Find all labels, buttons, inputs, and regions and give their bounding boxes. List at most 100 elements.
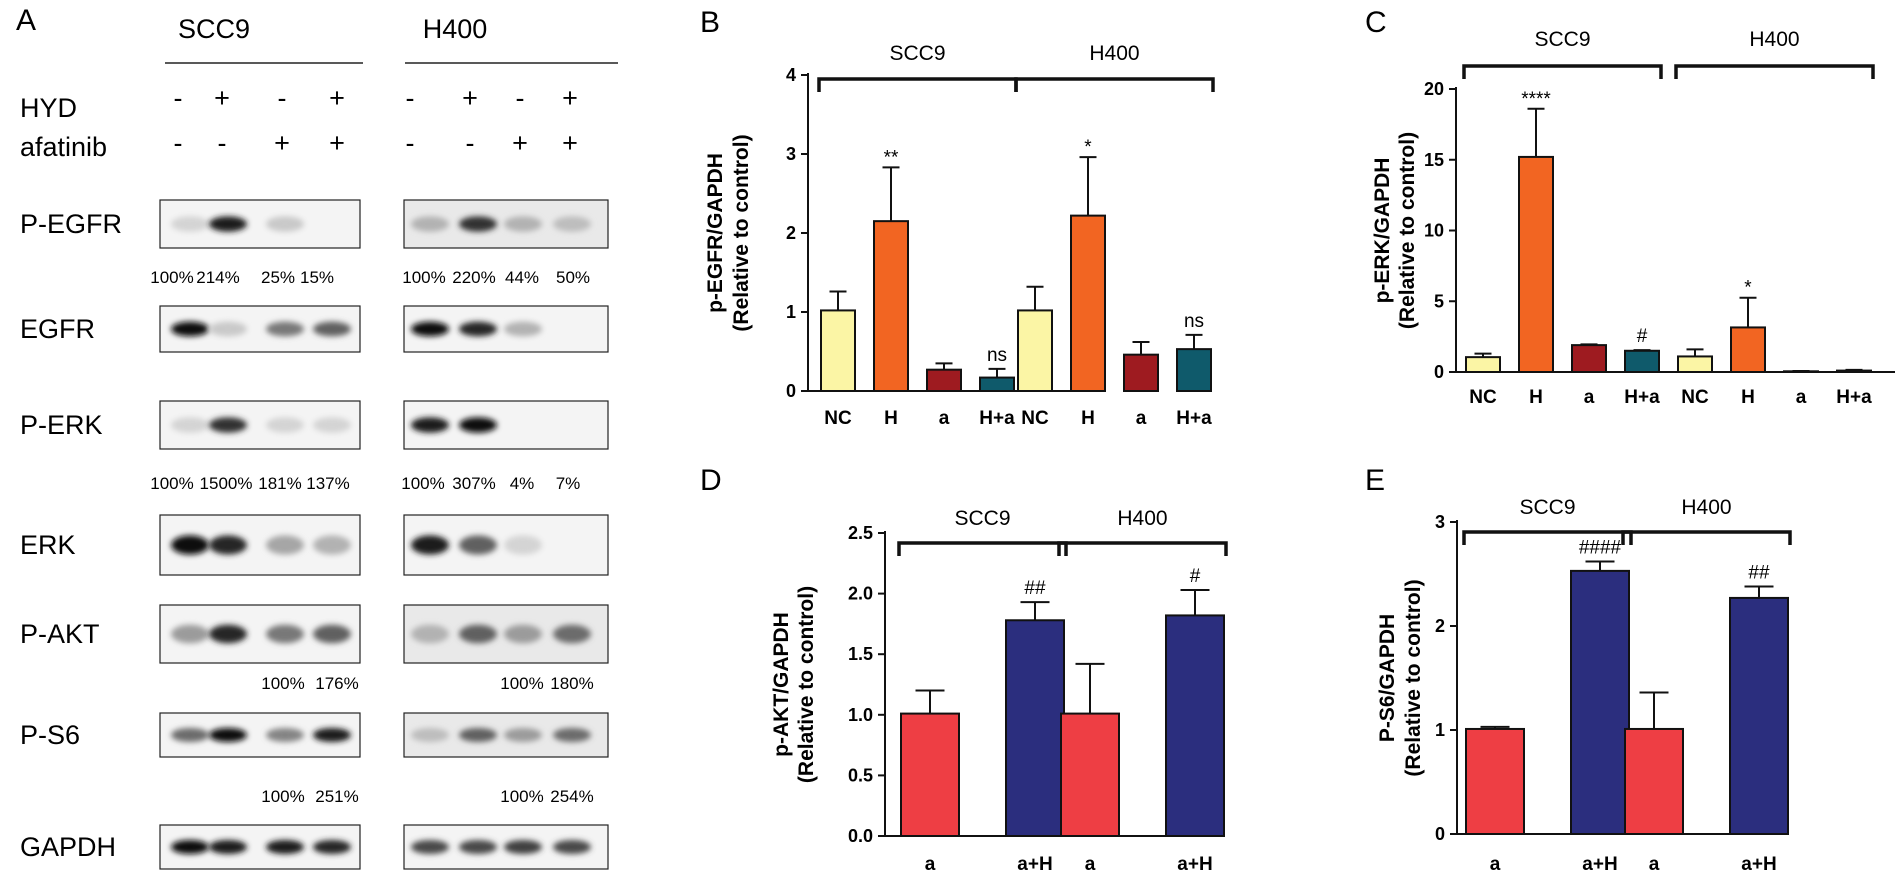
quant-percent: 100% <box>500 787 543 806</box>
protein-band <box>313 321 351 337</box>
quant-percent: 251% <box>315 787 358 806</box>
western-blot-panel: A SCC9 H400 HYD - + - + - + - + afatinib - - + + - - + + P-EG… <box>16 4 618 870</box>
panel-letter-a: A <box>16 4 36 37</box>
x-category-label: a <box>1649 854 1660 875</box>
minus-sign: - <box>218 128 227 158</box>
bar-h400-hplusa <box>1836 369 1872 373</box>
group-label-scc9: SCC9 <box>889 42 945 65</box>
x-category-label: a <box>1796 387 1807 408</box>
protein-band <box>266 624 304 644</box>
y-tick-label: 4 <box>786 65 796 85</box>
protein-band <box>459 216 497 232</box>
x-category-label: a+H <box>1177 854 1212 875</box>
minus-sign: - <box>174 128 183 158</box>
x-category-label: a <box>925 854 936 875</box>
minus-sign: - <box>516 83 525 113</box>
bar-h400-nc <box>1677 355 1713 373</box>
y-tick-label: 2 <box>1435 616 1445 636</box>
quant-percent: 4% <box>510 474 535 493</box>
x-category-label: NC <box>1021 408 1049 429</box>
protein-band <box>171 417 209 433</box>
panel-letter-e: E <box>1365 464 1385 497</box>
x-category-label: H <box>884 408 898 429</box>
bar-scc9-a <box>1465 727 1525 836</box>
protein-band <box>459 624 497 644</box>
panel-letter-c: C <box>1365 6 1387 39</box>
chart-panel-b: B 0 1 2 3 4 p-EGFR/GAPDH (Relative to control) S… <box>700 6 1215 429</box>
plus-sign: + <box>562 128 578 158</box>
blot-label-egfr: EGFR <box>20 314 95 344</box>
protein-band <box>459 417 497 433</box>
protein-band <box>171 321 209 337</box>
protein-band <box>504 727 542 743</box>
minus-sign: - <box>174 83 183 113</box>
minus-sign: - <box>406 128 415 158</box>
group-label-h400: H400 <box>1681 496 1731 519</box>
protein-band <box>553 727 591 743</box>
protein-band <box>411 417 449 433</box>
plus-sign: + <box>512 128 528 158</box>
plus-sign: + <box>329 83 345 113</box>
protein-band <box>209 727 247 743</box>
significance-label: ** <box>884 147 899 168</box>
protein-band <box>313 535 351 555</box>
bar-h400-h <box>1730 326 1766 373</box>
quant-percent: 44% <box>505 268 539 287</box>
group-bracket <box>1462 64 1663 79</box>
y-axis-label-2: (Relative to control) <box>730 134 753 331</box>
quant-percent: 100% <box>402 268 445 287</box>
quant-percent: 1500% <box>200 474 253 493</box>
significance-label: ns <box>987 345 1007 366</box>
panel-letter-d: D <box>700 464 722 497</box>
protein-band <box>411 839 449 855</box>
group-label-h400: H400 <box>1117 507 1167 530</box>
x-category-label: a+H <box>1741 854 1776 875</box>
y-tick-label: 3 <box>786 144 796 164</box>
group-bracket <box>1014 77 1215 92</box>
x-category-label: a+H <box>1582 854 1617 875</box>
protein-band <box>411 321 449 337</box>
quant-percent: 7% <box>556 474 581 493</box>
protein-band <box>504 624 542 644</box>
protein-band <box>459 321 497 337</box>
significance-label: ## <box>1024 578 1046 599</box>
x-category-label: a <box>1136 408 1147 429</box>
x-category-label: H+a <box>979 408 1015 429</box>
protein-band <box>504 321 542 337</box>
quant-percent: 254% <box>550 787 593 806</box>
group-label-h400: H400 <box>1089 42 1139 65</box>
quant-percent: 100% <box>261 787 304 806</box>
x-category-label: H <box>1529 387 1543 408</box>
minus-sign: - <box>278 83 287 113</box>
bar-scc9-a <box>1571 344 1607 373</box>
quant-percent: 100% <box>150 474 193 493</box>
protein-band <box>504 535 542 555</box>
bar-h400-aplush <box>1165 614 1225 838</box>
quant-percent: 100% <box>261 674 304 693</box>
y-tick-label: 0 <box>786 381 796 401</box>
group-bracket <box>1462 530 1633 545</box>
group-label-h400: H400 <box>1749 28 1799 51</box>
x-category-label: a+H <box>1017 854 1052 875</box>
significance-label: **** <box>1521 89 1551 110</box>
plus-sign: + <box>329 128 345 158</box>
blot-label-p-s6: P-S6 <box>20 720 80 750</box>
bar-scc9-aplush <box>1570 569 1630 835</box>
quant-percent: 50% <box>556 268 590 287</box>
protein-band <box>266 535 304 555</box>
bar-scc9-h <box>873 220 909 392</box>
blot-label-p-erk: P-ERK <box>20 410 103 440</box>
x-category-label: H <box>1081 408 1095 429</box>
y-axis-label-2: (Relative to control) <box>795 586 818 783</box>
protein-band <box>411 727 449 743</box>
y-tick-label: 0 <box>1435 824 1445 844</box>
blot-label-erk: ERK <box>20 530 76 560</box>
quant-percent: 181% <box>258 474 301 493</box>
y-tick-label: 1.5 <box>848 644 873 664</box>
bar-scc9-a <box>900 712 960 838</box>
protein-band <box>171 727 209 743</box>
minus-sign: - <box>466 128 475 158</box>
x-category-label: a <box>1085 854 1096 875</box>
protein-band <box>209 535 247 555</box>
